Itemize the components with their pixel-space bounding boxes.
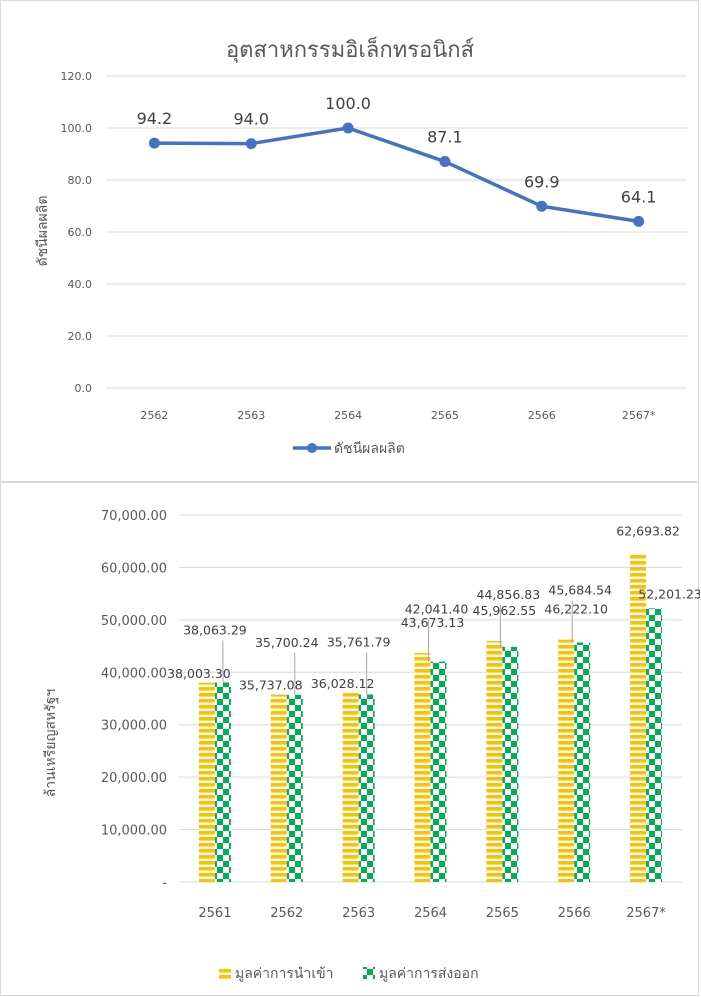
line-chart-grid [106,75,687,389]
legend-swatch-import [219,967,231,979]
y-tick-label: 50,000.00 [101,614,167,629]
legend: ดัชนีผลผลิต [293,441,405,457]
line-chart-panel: 0.0 20.0 40.0 60.0 80.0 100.0 120.0 2562 2563 25… [0,0,699,482]
bar-export [646,608,663,882]
line-chart-data-labels: 94.2 94.0 100.0 87.1 69.9 64.1 [137,94,657,206]
data-point [148,137,160,149]
x-tick-label: 2563 [342,906,375,921]
data-label-export: 52,201.23 [638,586,700,601]
data-label-export: 42,041.40 [405,602,469,617]
bar-export [286,694,303,882]
x-tick-label: 2561 [198,906,231,921]
data-point [342,122,354,134]
data-point [536,200,548,212]
data-point [245,138,257,150]
bar-export [430,661,447,882]
line-chart-x-ticks: 2562 2563 2564 2565 2566 2567* [140,409,655,422]
y-tick-label: 10,000.00 [101,824,167,839]
x-tick-label: 2562 [270,906,303,921]
y-tick-label: 30,000.00 [101,719,167,734]
data-label-export: 35,700.24 [255,635,319,650]
legend-dot-marker [307,443,317,453]
y-tick-label: 40,000.00 [101,666,167,681]
line-chart-y-ticks: 0.0 20.0 40.0 60.0 80.0 100.0 120.0 [61,70,93,395]
x-tick-label: 2564 [414,906,447,921]
bar-chart-y-ticks: - 10,000.00 20,000.00 30,000.00 40,000.00 50,… [101,509,167,891]
legend: มูลค่าการนำเข้า มูลค่าการส่งออก [219,966,479,982]
y-axis-title: ล้านเหรียญสหรัฐฯ [43,689,59,798]
data-label-export: 38,063.29 [183,622,247,637]
series-line [154,126,639,224]
chart-title: อุตสาหกรรมอิเล็กทรอนิกส์ [226,35,475,63]
y-tick-label: 0.0 [75,382,93,395]
data-label-import: 38,003.30 [167,666,231,681]
x-tick-label: 2562 [140,409,168,422]
y-tick-label: 120.0 [61,70,93,83]
data-label: 87.1 [427,128,463,147]
bar-chart-panel: - 10,000.00 20,000.00 30,000.00 40,000.00 50,… [0,482,700,996]
data-label-export: 45,684.54 [548,582,612,597]
y-tick-label: 20,000.00 [101,771,167,786]
x-tick-label: 2563 [237,409,265,422]
y-tick-label: 80.0 [68,174,93,187]
bar-import [198,682,215,882]
x-tick-label: 2564 [334,409,362,422]
bar-import [558,639,575,882]
bar-chart: - 10,000.00 20,000.00 30,000.00 40,000.00 50,… [43,509,700,982]
data-label-export: 44,856.83 [477,587,541,602]
bar-chart-x-ticks: 2561 2562 2563 2564 2565 2566 2567* [198,906,666,921]
x-tick-label: 2566 [558,906,591,921]
data-point [439,156,451,168]
bar-import [630,553,647,882]
bar-chart-bars [198,553,663,882]
x-tick-label: 2565 [431,409,459,422]
line-chart-series [148,122,645,227]
data-label-import: 62,693.82 [616,523,680,538]
bar-import [342,693,359,882]
bar-export [214,682,231,882]
data-label-import: 35,737.08 [239,678,303,693]
legend-swatch-export [363,967,375,979]
data-label: 94.0 [233,110,269,129]
data-label-import: 45,962.55 [473,603,537,618]
data-label: 100.0 [325,94,371,113]
y-axis-title: ดัชนีผลผลิต [35,196,51,267]
legend-label-import: มูลค่าการนำเข้า [235,966,334,982]
y-tick-label: - [162,876,167,891]
data-label-import: 43,673.13 [401,615,465,630]
bar-import [270,694,287,882]
data-label-import: 46,222.10 [544,602,608,617]
y-tick-label: 60,000.00 [101,561,167,576]
bar-export [502,646,519,882]
data-label-export: 35,761.79 [327,635,391,650]
data-label: 69.9 [524,172,560,191]
bar-import [414,653,431,882]
data-label: 64.1 [621,187,657,206]
data-point [633,215,645,227]
x-tick-label: 2565 [486,906,519,921]
y-tick-label: 60.0 [68,226,93,239]
bar-import [486,641,503,882]
y-tick-label: 40.0 [68,278,93,291]
bar-export [358,694,375,882]
legend-label: ดัชนีผลผลิต [334,441,405,457]
x-tick-label: 2566 [528,409,556,422]
data-label-import: 36,028.12 [311,676,375,691]
x-tick-label: 2567* [622,409,656,422]
y-tick-label: 20.0 [68,330,93,343]
bar-chart-data-labels: 38,003.30 38,063.29 35,737.08 35,700.24 36,0… [167,523,700,695]
y-tick-label: 70,000.00 [101,509,167,524]
data-label: 94.2 [137,109,173,128]
bar-export [574,642,591,882]
x-tick-label: 2567* [626,906,666,921]
legend-label-export: มูลค่าการส่งออก [379,966,479,982]
y-tick-label: 100.0 [61,122,93,135]
